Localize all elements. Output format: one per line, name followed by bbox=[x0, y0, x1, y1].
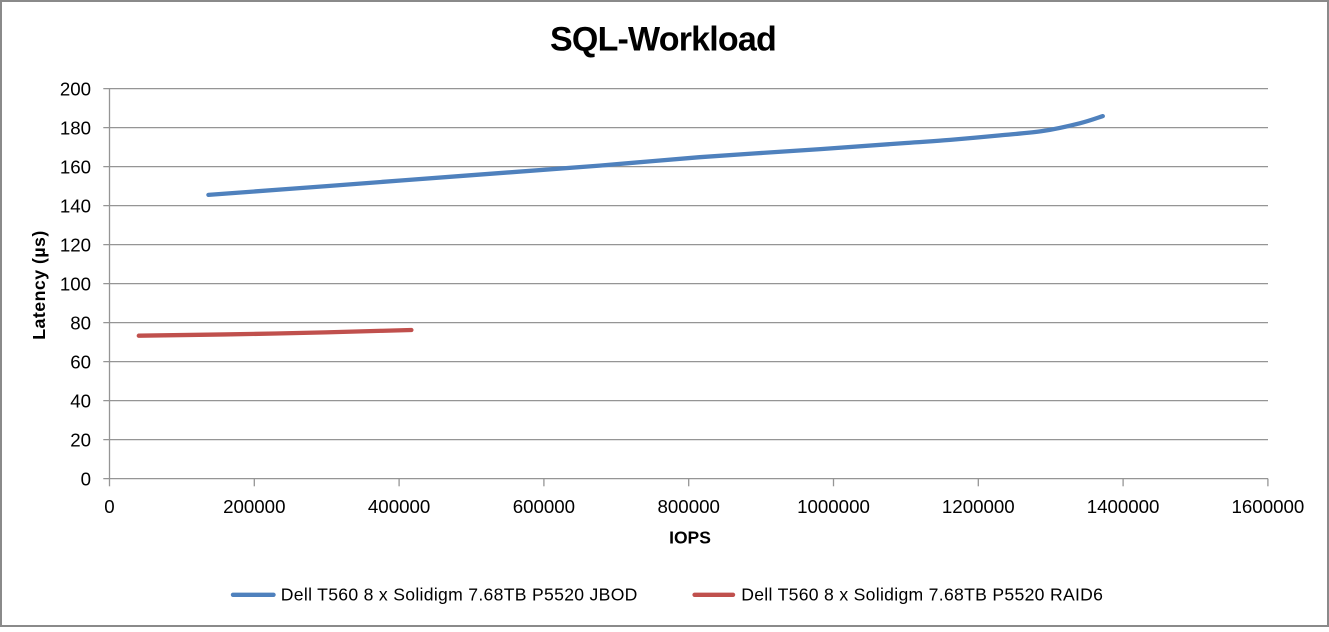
svg-text:200000: 200000 bbox=[223, 496, 285, 517]
svg-text:Dell T560 8 x Solidigm 7.68TB: Dell T560 8 x Solidigm 7.68TB P5520 JBOD bbox=[281, 585, 638, 605]
svg-text:SQL-Workload: SQL-Workload bbox=[550, 21, 776, 59]
svg-text:0: 0 bbox=[81, 468, 91, 489]
svg-text:1400000: 1400000 bbox=[1087, 496, 1160, 517]
svg-text:200: 200 bbox=[60, 78, 91, 99]
svg-text:600000: 600000 bbox=[513, 496, 575, 517]
svg-text:1000000: 1000000 bbox=[797, 496, 870, 517]
svg-text:140: 140 bbox=[60, 195, 91, 216]
svg-text:IOPS: IOPS bbox=[669, 528, 711, 548]
svg-text:1200000: 1200000 bbox=[942, 496, 1015, 517]
svg-text:120: 120 bbox=[60, 234, 91, 255]
svg-text:Dell T560 8 x Solidigm 7.68TB: Dell T560 8 x Solidigm 7.68TB P5520 RAID… bbox=[741, 585, 1103, 605]
svg-text:40: 40 bbox=[70, 390, 91, 411]
svg-text:800000: 800000 bbox=[658, 496, 720, 517]
svg-text:1600000: 1600000 bbox=[1232, 496, 1305, 517]
svg-text:60: 60 bbox=[70, 351, 91, 372]
svg-text:160: 160 bbox=[60, 156, 91, 177]
svg-text:100: 100 bbox=[60, 273, 91, 294]
svg-text:400000: 400000 bbox=[368, 496, 430, 517]
svg-text:180: 180 bbox=[60, 117, 91, 138]
svg-text:20: 20 bbox=[70, 429, 91, 450]
svg-text:Latency (µs): Latency (µs) bbox=[29, 230, 49, 340]
svg-text:80: 80 bbox=[70, 312, 91, 333]
svg-text:0: 0 bbox=[104, 496, 114, 517]
